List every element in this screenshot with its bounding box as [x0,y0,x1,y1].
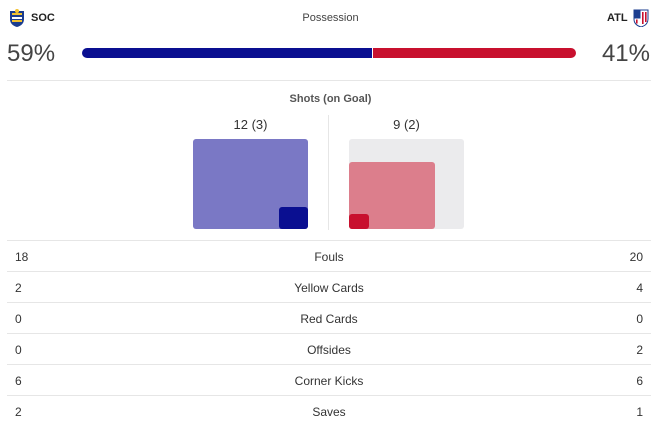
possession-title: Possession [302,12,359,24]
away-shots-label: 9 (2) [393,117,420,132]
stat-away-value: 20 [629,250,643,264]
atletico-madrid-crest-icon [633,9,649,28]
away-shots-box [349,139,464,229]
stat-home-value: 0 [15,343,22,357]
stat-row: 6 Corner Kicks 6 [7,365,651,396]
home-possession-bar [82,48,372,58]
stat-row: 2 Yellow Cards 4 [7,272,651,303]
home-shots-box [193,139,308,229]
stat-away-value: 1 [636,405,643,419]
stat-row: 0 Offsides 2 [7,334,651,365]
stat-label: Yellow Cards [294,281,364,295]
shots-divider [328,115,329,230]
stat-home-value: 0 [15,312,22,326]
stat-home-value: 18 [15,250,29,264]
row-divider [7,302,651,303]
stat-label: Offsides [307,343,351,357]
away-shots-on-goal-fill [349,214,369,229]
stat-away-value: 2 [636,343,643,357]
real-sociedad-crest-icon [9,9,25,27]
home-team-abbr: SOC [31,12,55,24]
stat-row: 18 Fouls 20 [7,241,651,272]
stat-home-value: 6 [15,374,22,388]
row-divider [7,364,651,365]
away-possession-bar [373,48,576,58]
stat-home-value: 2 [15,281,22,295]
away-possession-value: 41% [601,40,650,67]
stat-label: Saves [312,405,346,419]
home-possession-value: 59% [7,40,56,67]
divider [7,80,651,81]
divider [7,240,651,241]
home-shots-label: 12 (3) [233,117,268,132]
row-divider [7,333,651,334]
shots-title: Shots (on Goal) [289,93,372,105]
stat-row: 2 Saves 1 [7,396,651,427]
stat-away-value: 4 [636,281,643,295]
row-divider [7,271,651,272]
stat-label: Fouls [314,250,344,264]
stat-label: Red Cards [300,312,358,326]
home-shots-on-goal-fill [279,207,308,229]
stat-away-value: 6 [636,374,643,388]
stat-home-value: 2 [15,405,22,419]
away-team-abbr: ATL [607,12,628,24]
row-divider [7,395,651,396]
stat-label: Corner Kicks [294,374,364,388]
stats-table: 18 Fouls 20 2 Yellow Cards 4 0 Red Cards 0 0 Offsi… [0,241,661,424]
stat-row: 0 Red Cards 0 [7,303,651,334]
stat-away-value: 0 [636,312,643,326]
